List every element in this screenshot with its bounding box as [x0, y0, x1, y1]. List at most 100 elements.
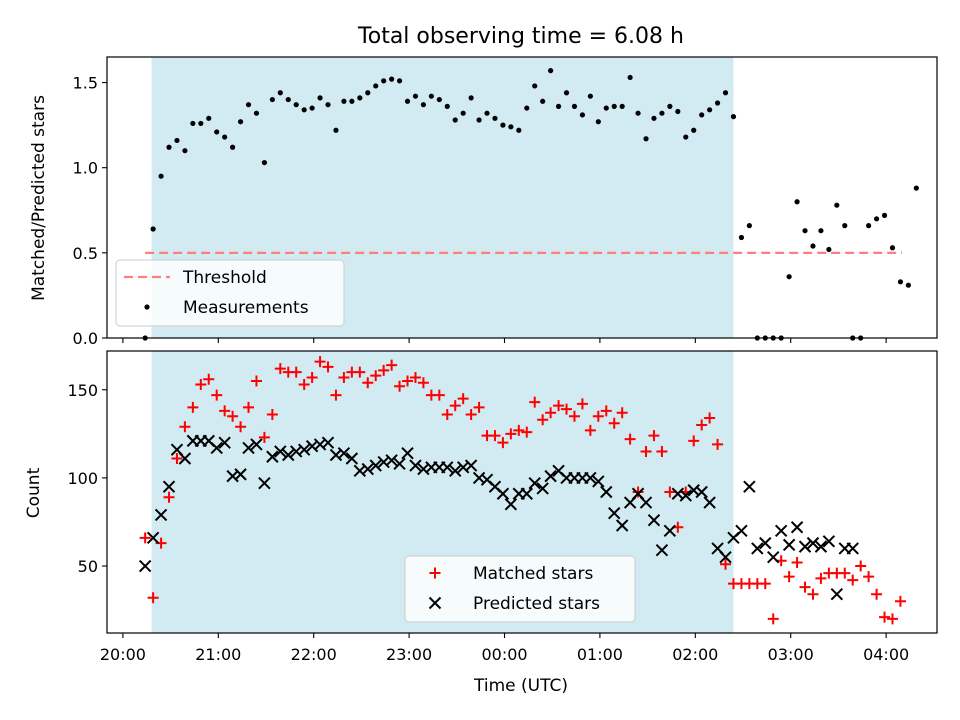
measurement-point	[484, 110, 490, 116]
matched-star-marker	[505, 428, 517, 440]
matched-star-marker	[600, 405, 612, 417]
measurement-point	[699, 112, 705, 118]
measurement-point	[683, 134, 689, 140]
matched-star-marker	[163, 491, 175, 503]
x-tick-label: 20:00	[100, 645, 146, 664]
measurement-point	[714, 100, 721, 106]
measurement-point	[230, 144, 236, 150]
matched-star-marker	[696, 419, 708, 431]
top-y-tick-label: 0.0	[73, 329, 98, 348]
matched-star-marker	[894, 595, 906, 607]
matched-star-marker	[203, 373, 215, 385]
bottom-legend: Matched stars Predicted stars	[404, 555, 636, 623]
matched-star-marker	[720, 558, 732, 570]
predicted-star-marker	[146, 531, 160, 545]
matched-star-marker	[664, 486, 676, 498]
predicted-star-marker	[814, 540, 828, 553]
matched-star-marker	[624, 433, 636, 445]
predicted-star-marker	[274, 445, 287, 458]
predicted-star-marker	[830, 588, 844, 601]
measurement-point	[317, 95, 323, 101]
matched-star-marker	[171, 453, 183, 465]
count-points	[138, 356, 906, 625]
top-plot-frame	[106, 56, 938, 339]
predicted-star-marker	[393, 457, 406, 471]
measurement-point	[802, 228, 808, 234]
x-tick-label: 22:00	[291, 645, 337, 664]
matched-star-marker	[378, 364, 390, 376]
measurement-point	[404, 98, 411, 104]
predicted-star-marker	[759, 536, 772, 550]
matched-star-marker	[791, 557, 803, 568]
measurement-point	[293, 102, 299, 108]
predicted-star-marker	[528, 476, 541, 490]
measurement-point	[643, 136, 649, 142]
measurement-point	[659, 110, 665, 116]
matched-star-marker	[266, 408, 278, 420]
measurement-point	[508, 124, 514, 130]
measurement-point	[237, 119, 244, 125]
matched-star-marker	[513, 424, 525, 436]
matched-star-marker	[370, 370, 382, 382]
predicted-star-marker	[679, 489, 692, 502]
measurement-point	[635, 110, 641, 116]
matched-star-marker	[441, 408, 453, 420]
top-y-tick-label: 1.0	[73, 159, 98, 178]
measurement-point	[532, 83, 538, 89]
measurement-point	[730, 114, 737, 120]
matched-star-marker	[227, 410, 239, 422]
predicted-star-marker	[846, 542, 859, 555]
matched-star-marker	[879, 611, 891, 623]
measurement-point	[810, 243, 816, 249]
matched-star-marker	[616, 407, 628, 419]
measurement-point	[436, 96, 442, 103]
measurement-point	[166, 144, 172, 150]
predicted-star-marker	[806, 536, 820, 550]
predicted-star-marker	[592, 475, 605, 488]
predicted-star-marker	[464, 459, 478, 472]
measurement-point	[675, 108, 681, 115]
matched-star-marker	[298, 378, 310, 390]
legend-predicted-label: Predicted stars	[473, 594, 600, 614]
matched-star-marker	[576, 398, 588, 410]
matched-star-marker	[147, 592, 159, 604]
matched-star-marker	[568, 410, 580, 422]
matched-star-marker	[179, 421, 191, 433]
measurement-point	[476, 117, 482, 123]
measurement-point	[651, 115, 657, 121]
matched-star-marker	[457, 393, 469, 405]
bottom-y-tick-label: 50	[78, 557, 98, 576]
predicted-star-marker	[719, 551, 732, 564]
bottom-y-tick-label: 100	[67, 469, 98, 488]
predicted-star-marker	[790, 521, 804, 534]
x-tick-label: 21:00	[195, 645, 241, 664]
measurement-point	[396, 78, 403, 84]
matched-star-marker	[886, 613, 898, 625]
predicted-star-marker	[297, 443, 311, 456]
measurement-point	[691, 127, 697, 133]
matched-star-marker	[632, 486, 644, 498]
matched-star-marker	[656, 445, 668, 457]
predicted-star-marker	[178, 452, 192, 465]
measurement-point	[555, 103, 562, 109]
matched-star-marker	[592, 410, 604, 422]
top-legend-box	[115, 259, 345, 327]
predicted-star-marker	[751, 542, 764, 555]
measurement-point	[563, 90, 570, 96]
top-panel: 0.0 0.5 1.0 1.5 Matched/Predicted stars Thr…	[29, 56, 938, 348]
matched-star-marker	[250, 375, 262, 387]
predicted-star-marker	[663, 524, 677, 537]
matched-star-marker	[402, 375, 414, 387]
matched-star-marker	[465, 408, 477, 420]
measurement-point	[150, 226, 156, 232]
matched-star-marker	[871, 588, 883, 600]
measurement-point	[245, 102, 252, 108]
measurement-point	[842, 223, 848, 229]
measurement-point	[198, 120, 204, 127]
predicted-star-marker	[544, 469, 557, 483]
measurement-point	[389, 76, 395, 82]
matched-star-marker	[417, 377, 429, 389]
matched-star-marker	[537, 414, 549, 426]
measurement-point	[746, 223, 752, 229]
predicted-star-marker	[695, 485, 708, 499]
